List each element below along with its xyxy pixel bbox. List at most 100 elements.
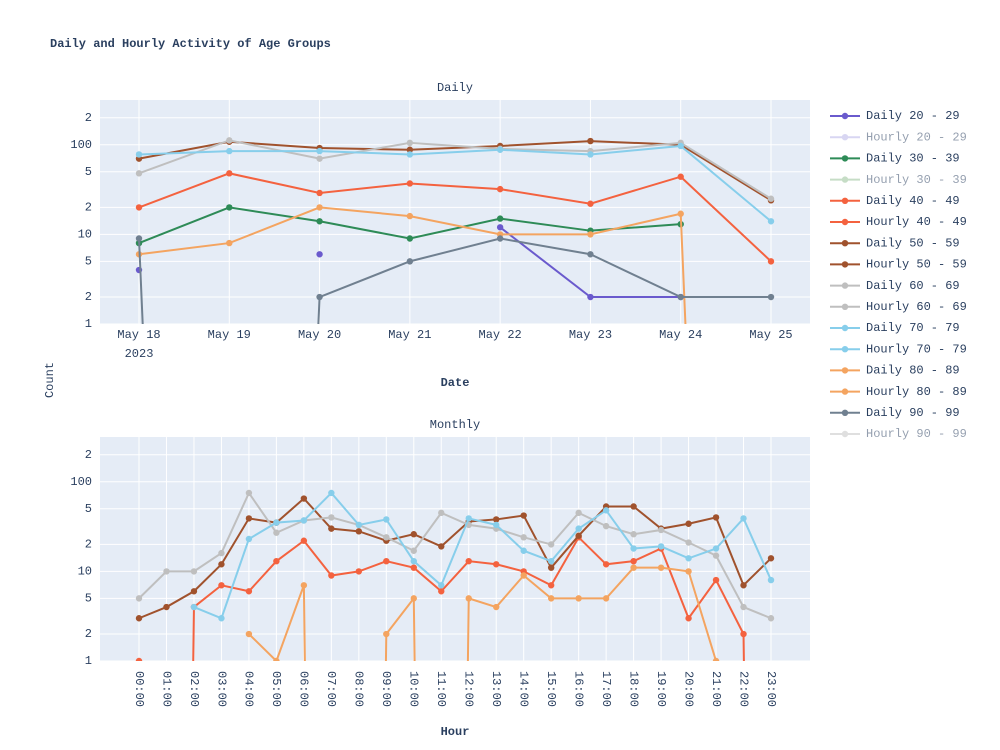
- x-tick-label: 03:00: [214, 671, 228, 707]
- data-point: [300, 517, 308, 524]
- legend-item[interactable]: Hourly 40 - 49: [830, 215, 967, 229]
- x-tick-label: May 22: [479, 328, 522, 342]
- x-tick-label: 13:00: [489, 671, 503, 707]
- y-tick-label: 2: [85, 201, 92, 215]
- legend-swatch-dot: [841, 430, 849, 438]
- data-point: [355, 528, 363, 535]
- legend-item[interactable]: Daily 30 - 39: [830, 152, 960, 166]
- data-point: [226, 204, 233, 211]
- data-point: [465, 557, 472, 565]
- data-point: [587, 293, 594, 301]
- data-point: [493, 521, 500, 529]
- data-point: [135, 657, 143, 661]
- data-point: [300, 582, 308, 589]
- data-point: [740, 630, 747, 638]
- data-point: [602, 507, 610, 514]
- legend-swatch-dot: [841, 409, 849, 416]
- data-point: [316, 189, 323, 197]
- legend-item[interactable]: Daily 50 - 59: [830, 236, 960, 250]
- data-point: [712, 545, 720, 552]
- y-tick-label: 1: [85, 654, 92, 668]
- data-point: [465, 595, 472, 602]
- data-point: [493, 603, 500, 611]
- data-point: [685, 615, 692, 622]
- x-tick-label: 04:00: [242, 671, 256, 707]
- legend-item[interactable]: Daily 70 - 79: [830, 321, 960, 335]
- data-point: [575, 509, 582, 517]
- data-point: [226, 147, 233, 155]
- x-tick-label: May 19: [208, 328, 251, 342]
- data-point: [190, 588, 198, 595]
- data-point: [712, 576, 720, 584]
- data-point: [547, 582, 555, 589]
- legend-item[interactable]: Hourly 60 - 69: [830, 300, 967, 314]
- x-tick-label: May 20: [298, 328, 341, 342]
- data-point: [630, 531, 637, 538]
- x-tick-label: May 21: [388, 328, 431, 342]
- data-point: [406, 258, 414, 265]
- x-axis-title: Hour: [441, 725, 470, 739]
- data-point: [712, 552, 720, 559]
- legend-swatch-dot: [841, 176, 849, 183]
- series-line: [138, 237, 771, 324]
- data-point: [547, 557, 555, 565]
- data-point: [406, 235, 414, 242]
- data-point: [630, 557, 637, 565]
- data-point: [493, 516, 500, 523]
- legend-item[interactable]: Hourly 70 - 79: [830, 342, 967, 356]
- legend-swatch-dot: [841, 261, 849, 268]
- data-point: [218, 549, 225, 557]
- data-point: [740, 603, 747, 611]
- data-point: [328, 514, 335, 521]
- data-point: [273, 657, 280, 661]
- x-tick-label: May 23: [569, 328, 612, 342]
- data-point: [547, 595, 555, 602]
- data-point: [438, 582, 445, 589]
- data-point: [767, 218, 775, 225]
- x-tick-sublabel: 2023: [125, 347, 154, 361]
- data-point: [218, 561, 225, 568]
- legend-label: Daily 80 - 89: [866, 364, 960, 378]
- x-tick-label: 23:00: [764, 671, 778, 707]
- legend-swatch-dot: [841, 303, 849, 310]
- legend-item[interactable]: Daily 60 - 69: [830, 279, 960, 293]
- data-point: [685, 539, 692, 546]
- plot-background: [100, 437, 810, 661]
- legend-item[interactable]: Hourly 20 - 29: [830, 130, 967, 144]
- legend-item[interactable]: Daily 80 - 89: [830, 364, 960, 378]
- legend-label: Daily 70 - 79: [866, 321, 960, 335]
- data-point: [406, 180, 414, 187]
- data-point: [383, 516, 390, 523]
- legend-item[interactable]: Daily 90 - 99: [830, 406, 960, 420]
- data-point: [575, 532, 582, 539]
- legend-item[interactable]: Daily 20 - 29: [830, 109, 960, 123]
- legend-item[interactable]: Hourly 80 - 89: [830, 385, 967, 399]
- data-point: [496, 215, 504, 222]
- data-point: [316, 218, 323, 225]
- legend-item[interactable]: Hourly 50 - 59: [830, 258, 967, 272]
- legend-item[interactable]: Hourly 30 - 39: [830, 173, 967, 187]
- series-line: [138, 497, 772, 620]
- legend-item[interactable]: Daily 40 - 49: [830, 194, 960, 208]
- legend-item[interactable]: Hourly 90 - 99: [830, 427, 967, 441]
- data-point: [135, 151, 143, 158]
- legend-swatch-dot: [841, 388, 849, 395]
- y-axis-title: Count: [43, 362, 57, 398]
- data-point: [587, 251, 594, 258]
- legend-label: Hourly 40 - 49: [866, 215, 967, 229]
- series-layer: [135, 137, 775, 324]
- data-point: [245, 630, 253, 638]
- series-line: [139, 535, 745, 661]
- data-point: [630, 503, 637, 510]
- data-point: [135, 235, 143, 242]
- x-tick-label: 17:00: [599, 671, 613, 707]
- data-point: [316, 155, 323, 162]
- data-point: [520, 512, 527, 519]
- x-tick-label: 14:00: [517, 671, 531, 707]
- x-tick-label: 02:00: [187, 671, 201, 707]
- data-point: [383, 557, 390, 565]
- data-point: [328, 572, 335, 579]
- data-point: [226, 170, 233, 177]
- data-point: [135, 170, 143, 177]
- data-point: [226, 239, 233, 247]
